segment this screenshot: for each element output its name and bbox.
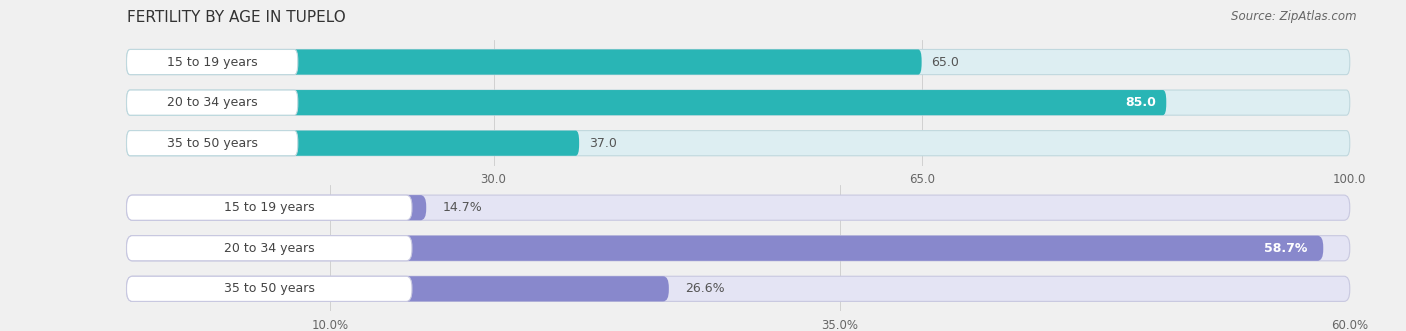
FancyBboxPatch shape <box>127 276 1350 302</box>
Text: 85.0: 85.0 <box>1126 96 1157 109</box>
FancyBboxPatch shape <box>127 90 298 115</box>
FancyBboxPatch shape <box>127 276 669 302</box>
Text: 35 to 50 years: 35 to 50 years <box>224 282 315 295</box>
Text: 15 to 19 years: 15 to 19 years <box>167 56 257 69</box>
Text: FERTILITY BY AGE IN TUPELO: FERTILITY BY AGE IN TUPELO <box>127 10 346 25</box>
FancyBboxPatch shape <box>127 236 1323 261</box>
FancyBboxPatch shape <box>127 49 1350 74</box>
FancyBboxPatch shape <box>127 236 1350 261</box>
FancyBboxPatch shape <box>127 90 1350 115</box>
Text: Source: ZipAtlas.com: Source: ZipAtlas.com <box>1232 10 1357 23</box>
FancyBboxPatch shape <box>127 276 412 302</box>
FancyBboxPatch shape <box>127 131 1350 156</box>
Text: 37.0: 37.0 <box>589 137 617 150</box>
FancyBboxPatch shape <box>127 195 426 220</box>
FancyBboxPatch shape <box>127 90 1167 115</box>
FancyBboxPatch shape <box>127 236 412 261</box>
Text: 20 to 34 years: 20 to 34 years <box>224 242 315 255</box>
Text: 35 to 50 years: 35 to 50 years <box>167 137 257 150</box>
Text: 20 to 34 years: 20 to 34 years <box>167 96 257 109</box>
FancyBboxPatch shape <box>127 49 298 74</box>
Text: 58.7%: 58.7% <box>1264 242 1308 255</box>
Text: 65.0: 65.0 <box>931 56 959 69</box>
FancyBboxPatch shape <box>127 195 1350 220</box>
FancyBboxPatch shape <box>127 131 579 156</box>
FancyBboxPatch shape <box>127 195 412 220</box>
FancyBboxPatch shape <box>127 131 298 156</box>
FancyBboxPatch shape <box>127 49 922 74</box>
Text: 26.6%: 26.6% <box>685 282 724 295</box>
Text: 15 to 19 years: 15 to 19 years <box>224 201 315 214</box>
Text: 14.7%: 14.7% <box>443 201 482 214</box>
